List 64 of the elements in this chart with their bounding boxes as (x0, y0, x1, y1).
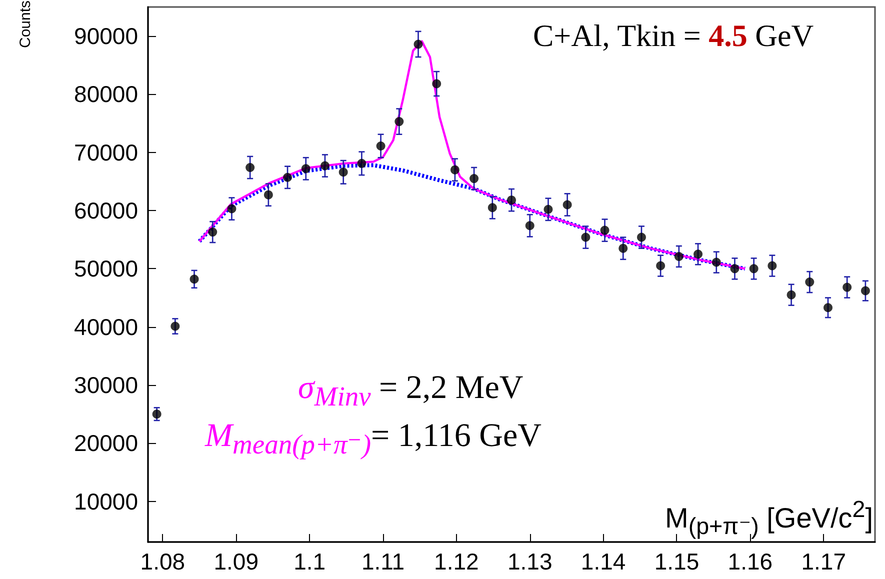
y-tick-label: 80000 (74, 81, 138, 108)
y-tick-label: 40000 (74, 314, 138, 340)
point (488, 203, 497, 212)
point (600, 226, 610, 235)
point (320, 161, 330, 170)
point (730, 264, 740, 274)
x-tick-label: 1.16 (728, 548, 773, 574)
point (636, 232, 646, 242)
y-tick-label: 20000 (74, 430, 138, 456)
annotation: σ$_{Minv}$ = 2,2 MeV (298, 370, 524, 412)
annotation: M$_{mean(p+π⁻)}$= 1,116 GeV (205, 418, 542, 460)
x-tick-label: 1.12 (434, 548, 479, 574)
point (507, 196, 516, 205)
x-axis-title: M$_{(p+π⁻)}$ [GeV/c$^{2}$] (664, 496, 873, 539)
point (301, 164, 310, 174)
point (562, 200, 572, 210)
point (283, 172, 292, 182)
point (227, 204, 236, 214)
line-series (197, 163, 748, 271)
point (525, 221, 534, 230)
x-tick-label: 1.13 (507, 548, 552, 574)
point (712, 258, 721, 267)
y-tick-label: 50000 (74, 256, 138, 282)
x-tick-label: 1.1 (294, 548, 326, 574)
point (190, 274, 199, 284)
y-tick-label: 90000 (74, 23, 138, 50)
point (842, 282, 852, 292)
point (749, 264, 758, 274)
annotation: C+Al, Tkin = 4.5 GeV (533, 18, 814, 53)
point (674, 252, 684, 261)
y-axis-title: Counts (17, 0, 34, 48)
point (450, 165, 460, 174)
y-tick-label: 70000 (74, 139, 138, 166)
point (824, 303, 832, 312)
point (414, 40, 423, 49)
point (656, 261, 666, 270)
point (432, 79, 442, 88)
point (860, 286, 870, 296)
point (470, 174, 479, 184)
point (338, 168, 348, 177)
x-tick-label: 1.09 (214, 548, 259, 574)
point (786, 290, 796, 300)
point (246, 163, 255, 172)
point (264, 190, 273, 200)
y-tick-label: 60000 (74, 198, 138, 224)
y-tick-label: 30000 (74, 372, 138, 398)
x-tick-label: 1.14 (580, 548, 626, 574)
point (357, 158, 366, 168)
point (805, 278, 814, 287)
point (581, 232, 590, 242)
point (694, 250, 703, 259)
x-tick-label: 1.17 (801, 548, 846, 574)
point (170, 322, 180, 331)
y-tick-label: 10000 (74, 488, 138, 514)
point (618, 244, 628, 253)
x-tick-label: 1.15 (654, 548, 700, 574)
point (394, 117, 404, 126)
point (768, 261, 777, 270)
x-tick-label: 1.08 (140, 548, 186, 574)
point (376, 141, 386, 150)
point (152, 410, 162, 419)
point (544, 204, 553, 214)
x-tick-label: 1.11 (361, 548, 405, 574)
point (208, 228, 218, 237)
